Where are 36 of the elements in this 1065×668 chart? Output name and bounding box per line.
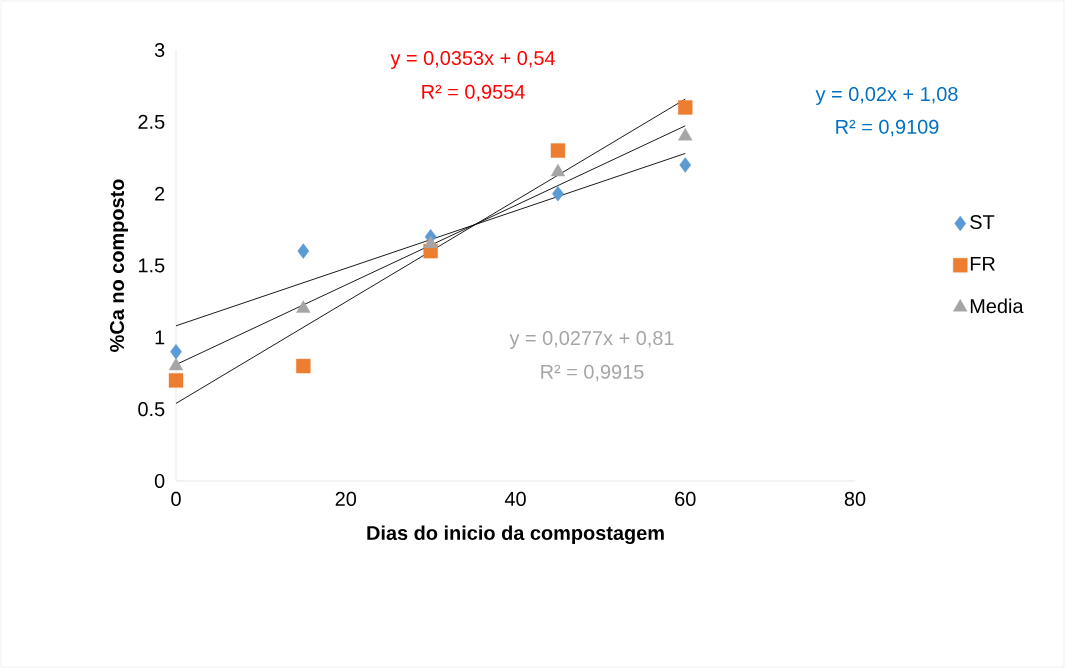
annotation: y = 0,0277x + 0,81	[509, 330, 674, 350]
legend-label: ST	[970, 214, 995, 230]
point	[168, 373, 184, 388]
y-tick-label: 2.5	[138, 114, 165, 129]
point	[679, 157, 692, 173]
annotation: y = 0,02x + 1,08	[815, 86, 958, 106]
point	[423, 235, 438, 249]
point	[552, 185, 564, 202]
y-tick-label: 2	[155, 186, 165, 201]
x-tick-label: 40	[504, 491, 526, 506]
y-tick-label: 1	[155, 330, 165, 345]
point	[550, 163, 566, 177]
point	[170, 343, 182, 360]
annotation: R² = 0,9554	[422, 84, 525, 102]
x-tick-label: 80	[844, 491, 866, 506]
annotation: y = 0,0353x + 0,54	[390, 50, 555, 70]
point	[296, 300, 311, 313]
point	[297, 243, 310, 259]
y-tick-label: 0.5	[138, 402, 165, 417]
legend-label: Media	[970, 298, 1024, 314]
y-tick-label: 1.5	[138, 258, 165, 273]
point	[296, 358, 311, 374]
point	[550, 143, 566, 158]
y-tick-label: 3	[154, 42, 165, 58]
annotation: R² = 0,9109	[836, 119, 939, 137]
point	[168, 357, 184, 371]
y-tick-label: 0	[154, 473, 165, 489]
x-tick-label: 20	[335, 491, 357, 506]
point	[678, 100, 693, 115]
x-axis-title: Dias do inicio da compostagem	[367, 525, 664, 545]
point	[678, 127, 693, 141]
x-tick-label: 60	[675, 491, 696, 506]
annotation: R² = 0,9915	[541, 364, 644, 382]
y-axis-title: %Ca no composto	[109, 179, 128, 352]
legend-label: FR	[970, 256, 995, 271]
x-tick-label: 0	[171, 491, 181, 506]
